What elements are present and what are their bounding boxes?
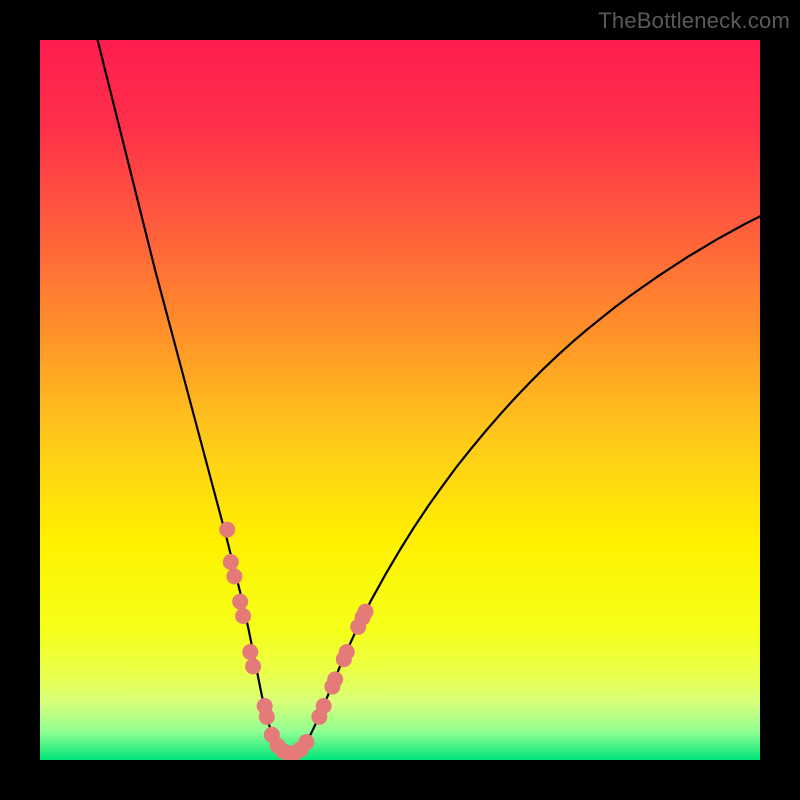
data-marker <box>235 608 251 624</box>
data-marker <box>357 604 373 620</box>
data-marker <box>242 644 258 660</box>
data-marker <box>298 734 314 750</box>
data-marker <box>232 594 248 610</box>
data-marker <box>219 522 235 538</box>
data-marker <box>339 644 355 660</box>
data-marker <box>223 554 239 570</box>
watermark-text: TheBottleneck.com <box>598 8 790 34</box>
chart-container: TheBottleneck.com <box>0 0 800 800</box>
gradient-background <box>40 40 760 760</box>
data-marker <box>316 698 332 714</box>
chart-svg <box>40 40 760 760</box>
data-marker <box>327 671 343 687</box>
data-marker <box>226 568 242 584</box>
data-marker <box>245 658 261 674</box>
data-marker <box>259 709 275 725</box>
plot-area <box>40 40 760 760</box>
